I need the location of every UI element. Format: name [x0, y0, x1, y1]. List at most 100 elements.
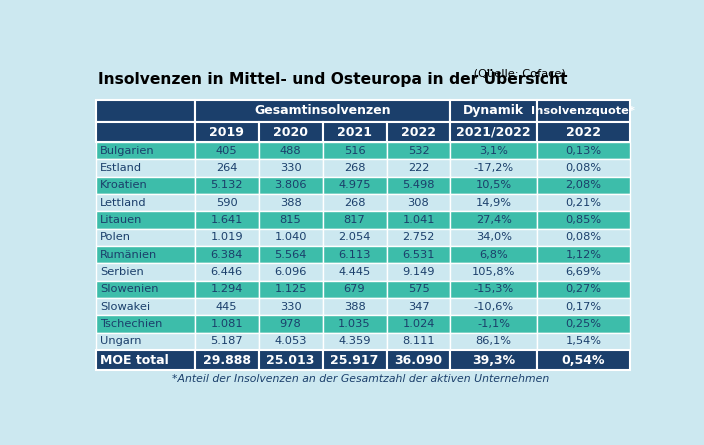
Bar [258, 316, 322, 333]
Bar [537, 263, 630, 281]
Text: 405: 405 [216, 146, 237, 156]
Text: 14,9%: 14,9% [476, 198, 512, 208]
Text: 817: 817 [344, 215, 365, 225]
Text: Slowenien: Slowenien [100, 284, 158, 295]
Bar [386, 142, 451, 159]
Text: 330: 330 [279, 302, 301, 312]
Text: 4.053: 4.053 [275, 336, 307, 346]
Bar [195, 316, 258, 333]
Bar [258, 333, 322, 350]
Bar [386, 333, 451, 350]
Text: 1.125: 1.125 [275, 284, 307, 295]
Text: 222: 222 [408, 163, 429, 173]
Text: Gesamtinsolvenzen: Gesamtinsolvenzen [254, 104, 391, 117]
Text: 6.531: 6.531 [402, 250, 435, 260]
Text: *Anteil der Insolvenzen an der Gesamtzahl der aktiven Unternehmen: *Anteil der Insolvenzen an der Gesamtzah… [172, 374, 549, 384]
Bar [258, 281, 322, 298]
Bar [386, 263, 451, 281]
Text: Insolvenzquote*: Insolvenzquote* [532, 106, 635, 116]
Bar [195, 350, 258, 370]
Bar [386, 159, 451, 177]
Text: 0,27%: 0,27% [565, 284, 601, 295]
Text: 5.132: 5.132 [210, 181, 243, 190]
Text: 6.446: 6.446 [210, 267, 243, 277]
Text: 1.081: 1.081 [210, 319, 243, 329]
Bar [258, 122, 322, 142]
Text: 3.806: 3.806 [275, 181, 307, 190]
Text: 347: 347 [408, 302, 429, 312]
Text: 679: 679 [344, 284, 365, 295]
Bar [322, 229, 386, 246]
Bar [537, 142, 630, 159]
Text: 27,4%: 27,4% [476, 215, 512, 225]
Bar [258, 142, 322, 159]
Text: 86,1%: 86,1% [476, 336, 512, 346]
Text: Kroatien: Kroatien [100, 181, 148, 190]
Bar [451, 316, 537, 333]
Bar [96, 211, 195, 229]
Text: 6,8%: 6,8% [479, 250, 508, 260]
Bar [386, 177, 451, 194]
Text: 330: 330 [279, 163, 301, 173]
Bar [195, 194, 258, 211]
Bar [451, 298, 537, 316]
Bar [537, 159, 630, 177]
Text: 10,5%: 10,5% [476, 181, 512, 190]
Text: Litauen: Litauen [100, 215, 142, 225]
Text: 5.498: 5.498 [402, 181, 435, 190]
Text: 2,08%: 2,08% [565, 181, 601, 190]
Bar [386, 211, 451, 229]
Bar [451, 142, 537, 159]
Bar [195, 281, 258, 298]
Bar [195, 177, 258, 194]
Text: 0,08%: 0,08% [565, 163, 601, 173]
Text: 590: 590 [216, 198, 237, 208]
Bar [537, 350, 630, 370]
Bar [537, 229, 630, 246]
Bar [195, 122, 258, 142]
Text: 36.090: 36.090 [394, 354, 443, 367]
Text: Slowakei: Slowakei [100, 302, 150, 312]
Text: 388: 388 [344, 302, 365, 312]
Bar [322, 316, 386, 333]
Text: -1,1%: -1,1% [477, 319, 510, 329]
Bar [322, 333, 386, 350]
Text: 2019: 2019 [209, 125, 244, 138]
Bar [195, 229, 258, 246]
Text: 5.187: 5.187 [210, 336, 243, 346]
Text: 2.054: 2.054 [339, 232, 371, 243]
Bar [258, 246, 322, 263]
Bar [537, 122, 630, 142]
Bar [451, 333, 537, 350]
Bar [451, 211, 537, 229]
Text: 0,08%: 0,08% [565, 232, 601, 243]
Text: 268: 268 [344, 198, 365, 208]
Text: 9.149: 9.149 [402, 267, 435, 277]
Text: Polen: Polen [100, 232, 131, 243]
Text: 532: 532 [408, 146, 429, 156]
Text: 2022: 2022 [401, 125, 436, 138]
Text: 1,54%: 1,54% [565, 336, 601, 346]
Bar [386, 246, 451, 263]
Bar [195, 100, 451, 122]
Text: 1.294: 1.294 [210, 284, 243, 295]
Text: 0,54%: 0,54% [562, 354, 605, 367]
Text: 2020: 2020 [273, 125, 308, 138]
Bar [258, 298, 322, 316]
Bar [195, 142, 258, 159]
Text: 2021/2022: 2021/2022 [456, 125, 531, 138]
Bar [96, 194, 195, 211]
Text: 1.641: 1.641 [210, 215, 243, 225]
Bar [195, 333, 258, 350]
Bar [451, 100, 537, 122]
Bar [322, 211, 386, 229]
Bar [258, 229, 322, 246]
Text: 0,25%: 0,25% [565, 319, 601, 329]
Bar [537, 194, 630, 211]
Text: 5.564: 5.564 [275, 250, 307, 260]
Text: MOE total: MOE total [100, 354, 169, 367]
Text: 2021: 2021 [337, 125, 372, 138]
Bar [451, 177, 537, 194]
Text: 105,8%: 105,8% [472, 267, 515, 277]
Bar [96, 298, 195, 316]
